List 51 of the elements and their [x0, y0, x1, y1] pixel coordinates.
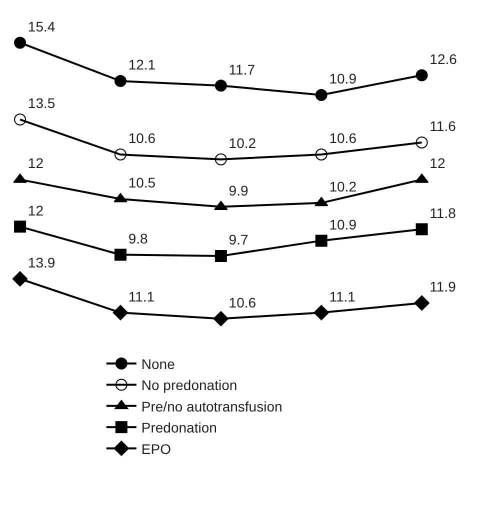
point	[14, 220, 26, 233]
legend-label: None	[141, 356, 176, 372]
point	[314, 196, 328, 206]
point	[214, 153, 227, 166]
text: Predonation	[141, 420, 217, 436]
point	[315, 234, 328, 247]
point	[12, 271, 28, 287]
data-label: 12	[28, 155, 44, 172]
point	[315, 88, 328, 101]
data-label: 12	[430, 155, 446, 172]
data-label: 11.1	[329, 288, 356, 304]
data-label: 10.9	[329, 70, 357, 87]
data-label: 10.6	[329, 130, 357, 146]
data-label: 10.6	[228, 294, 256, 310]
data-label: 11.9	[430, 278, 456, 295]
point	[214, 200, 228, 210]
data-label: 11.7	[228, 61, 256, 78]
point	[14, 114, 26, 126]
point	[214, 80, 227, 92]
point	[416, 136, 428, 148]
data-label: 10.6	[128, 130, 156, 146]
data-label: 10.2	[228, 134, 256, 151]
legend-label: EPO	[141, 440, 172, 457]
data-label: 12.1	[128, 56, 156, 73]
point	[114, 148, 126, 161]
data-label: 12.6	[430, 50, 458, 67]
data-label: 9.9	[228, 182, 248, 198]
data-label: 11.1	[128, 288, 155, 304]
data-label: 9.7	[228, 232, 248, 248]
point	[213, 311, 229, 326]
data-label: 11.8	[430, 204, 456, 221]
point	[414, 295, 430, 311]
point	[114, 75, 126, 88]
data-label: 10.2	[329, 178, 357, 195]
data-label: 11.6	[430, 118, 456, 134]
data-label: 10.9	[329, 216, 357, 232]
legend-label: Pre/no autotransfusion	[141, 398, 282, 414]
data-label: 9.8	[128, 230, 148, 246]
data-label: 13.5	[28, 95, 56, 112]
point	[214, 250, 227, 262]
data-label: 13.9	[28, 254, 56, 271]
point	[112, 305, 128, 320]
data-label: 15.4	[28, 18, 56, 34]
data-label: 10.5	[128, 174, 156, 191]
point	[14, 36, 26, 49]
point	[314, 305, 330, 320]
data-label: 12	[28, 202, 44, 218]
legend-label: No predonation	[141, 377, 238, 394]
point	[416, 69, 428, 82]
point	[416, 223, 428, 236]
point	[315, 148, 328, 161]
